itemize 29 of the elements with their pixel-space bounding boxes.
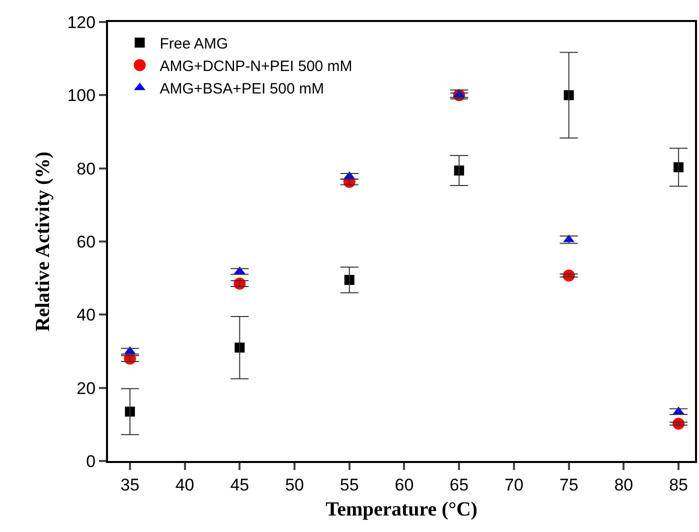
point [564, 90, 574, 100]
y-tick-label: 60 [76, 232, 96, 252]
y-tick-label: 0 [86, 452, 96, 471]
legend-label: Free AMG [160, 35, 228, 52]
x-tick-label: 35 [120, 475, 140, 494]
x-tick-label: 80 [614, 475, 634, 494]
x-tick-label: 50 [285, 475, 304, 494]
x-tick-label: 70 [504, 475, 524, 494]
x-axis-title: Temperature (°C) [326, 498, 478, 520]
y-axis-title: Relative Activity (%) [32, 152, 54, 332]
x-tick-label: 45 [230, 475, 250, 494]
y-tick-label: 100 [67, 86, 96, 106]
x-tick-label: 60 [394, 475, 414, 494]
point [234, 342, 245, 353]
y-tick-label: 120 [67, 12, 96, 32]
x-tick-label: 85 [669, 475, 688, 494]
y-tick-label: 20 [76, 378, 96, 398]
x-tick-label: 75 [559, 475, 578, 494]
y-tick-label: 80 [76, 159, 96, 178]
point [344, 274, 354, 285]
x-tick-label: 55 [340, 475, 359, 494]
x-tick-label: 65 [450, 475, 469, 494]
legend-label: AMG+DCNP-N+PEI 500 mM [160, 58, 352, 75]
point [454, 166, 464, 176]
x-tick-label: 40 [175, 475, 194, 494]
legend-label: AMG+BSA+PEI 500 mM [160, 80, 324, 98]
point [124, 406, 135, 417]
y-tick-label: 40 [76, 306, 96, 325]
point [674, 162, 684, 172]
